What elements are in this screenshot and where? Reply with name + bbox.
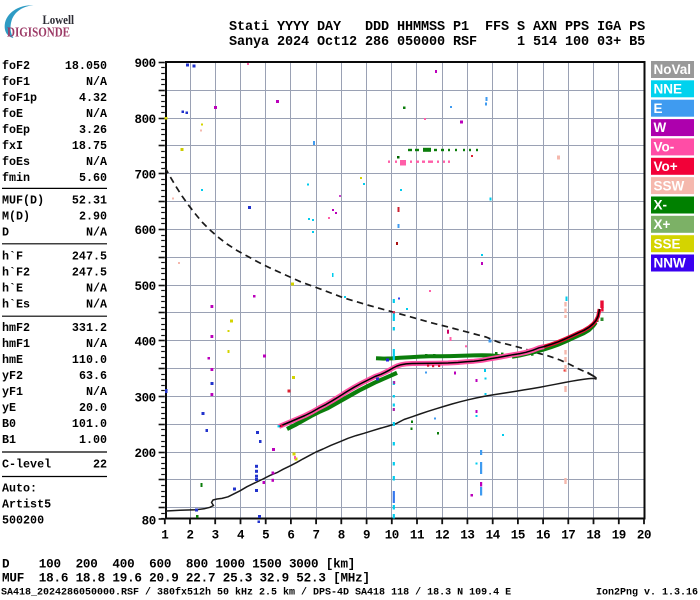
svg-text:SSW: SSW [654,178,685,193]
svg-text:22: 22 [93,458,107,472]
svg-text:800: 800 [134,113,155,127]
svg-text:2.90: 2.90 [79,210,107,224]
svg-text:MUF 18.6 18.8 19.6 20.9 22.7: MUF 18.6 18.8 19.6 20.9 22.7 25.3 32.9 5… [2,572,370,586]
svg-text:foEs: foEs [2,155,30,169]
svg-text:Stati YYYY DAY DDD HHMMSS P1: Stati YYYY DAY DDD HHMMSS P1 FFS S AXN P… [229,20,645,35]
svg-text:MUF(D): MUF(D) [2,194,44,208]
svg-text:17: 17 [561,529,575,543]
svg-text:E: E [654,101,663,116]
svg-text:20: 20 [637,529,651,543]
svg-text:12: 12 [435,529,449,543]
svg-text:D 100 200 400 600 800 1: D 100 200 400 600 800 1000 1500 3000 [km… [2,557,355,571]
svg-text:D: D [2,226,9,240]
svg-text:X+: X+ [654,217,671,232]
svg-text:8: 8 [338,529,345,543]
svg-text:10: 10 [385,529,399,543]
svg-text:Artist5: Artist5 [2,498,51,512]
svg-text:foE: foE [2,107,23,121]
svg-text:900: 900 [134,57,155,71]
svg-text:247.5: 247.5 [72,266,107,280]
svg-text:fxI: fxI [2,139,23,153]
svg-text:foF1: foF1 [2,75,30,89]
svg-text:2: 2 [186,529,193,543]
svg-text:hmF1: hmF1 [2,337,30,351]
svg-text:foF1p: foF1p [2,91,37,105]
svg-text:N/A: N/A [86,226,108,240]
svg-text:200: 200 [134,447,155,461]
svg-text:N/A: N/A [86,107,108,121]
svg-text:foEp: foEp [2,123,30,137]
svg-text:h`Es: h`Es [2,298,30,312]
svg-text:13: 13 [460,529,474,543]
svg-text:h`F2: h`F2 [2,266,30,280]
svg-text:DIGISONDE: DIGISONDE [7,25,70,40]
svg-text:foF2: foF2 [2,59,30,73]
svg-text:700: 700 [134,169,155,183]
svg-text:3: 3 [212,529,219,543]
svg-text:h`E: h`E [2,282,23,296]
svg-text:Lowell: Lowell [43,13,75,27]
svg-text:3.26: 3.26 [79,123,107,137]
svg-text:B0: B0 [2,417,16,431]
svg-text:5.60: 5.60 [79,171,107,185]
svg-text:N/A: N/A [86,385,108,399]
svg-text:NNE: NNE [654,82,683,97]
svg-text:20.0: 20.0 [79,401,107,415]
svg-text:Auto:: Auto: [2,482,37,496]
svg-text:18.75: 18.75 [72,139,107,153]
svg-text:X-: X- [654,198,668,213]
svg-text:SSE: SSE [654,236,681,251]
svg-text:9: 9 [363,529,370,543]
svg-text:101.0: 101.0 [72,417,107,431]
svg-text:5: 5 [262,529,269,543]
svg-text:hmF2: hmF2 [2,321,30,335]
svg-text:M(D): M(D) [2,210,30,224]
svg-text:C-level: C-level [2,458,51,472]
svg-text:NoVal: NoVal [654,62,692,77]
svg-text:yF2: yF2 [2,369,23,383]
svg-text:N/A: N/A [86,337,108,351]
svg-text:N/A: N/A [86,155,108,169]
svg-text:63.6: 63.6 [79,369,107,383]
svg-text:300: 300 [134,391,155,405]
svg-text:19: 19 [612,529,626,543]
svg-text:NNW: NNW [654,256,686,271]
svg-text:400: 400 [134,336,155,350]
svg-text:4.32: 4.32 [79,91,107,105]
svg-text:52.31: 52.31 [72,194,107,208]
svg-text:Vo+: Vo+ [654,159,678,174]
svg-text:Sanya 2024 Oct12 286 050000 RS: Sanya 2024 Oct12 286 050000 RSF 1 514 10… [229,35,645,50]
svg-text:fmin: fmin [2,171,30,185]
svg-text:16: 16 [536,529,550,543]
svg-text:11: 11 [410,529,424,543]
svg-text:Ion2Png v. 1.3.16: Ion2Png v. 1.3.16 [596,588,698,599]
svg-text:15: 15 [511,529,525,543]
svg-text:SA418_2024286050000.RSF / 380f: SA418_2024286050000.RSF / 380fx512h 50 k… [1,587,511,599]
svg-text:500: 500 [134,280,155,294]
svg-text:18.050: 18.050 [65,59,107,73]
svg-text:4: 4 [237,529,245,543]
svg-text:600: 600 [134,224,155,238]
svg-text:Vo-: Vo- [654,140,675,155]
svg-text:yE: yE [2,401,16,415]
svg-text:N/A: N/A [86,298,108,312]
svg-text:hmE: hmE [2,353,23,367]
svg-text:110.0: 110.0 [72,353,107,367]
svg-text:247.5: 247.5 [72,250,107,264]
svg-text:80: 80 [142,514,156,528]
svg-text:1: 1 [161,529,168,543]
svg-text:1.00: 1.00 [79,433,107,447]
svg-text:yF1: yF1 [2,385,23,399]
svg-text:N/A: N/A [86,282,108,296]
svg-text:W: W [654,120,667,135]
svg-text:331.2: 331.2 [72,321,107,335]
svg-text:500200: 500200 [2,514,44,528]
svg-text:14: 14 [486,529,501,543]
svg-text:h`F: h`F [2,250,23,264]
svg-text:B1: B1 [2,433,16,447]
svg-text:6: 6 [287,529,294,543]
svg-text:7: 7 [313,529,320,543]
svg-text:18: 18 [586,529,600,543]
svg-text:N/A: N/A [86,75,108,89]
